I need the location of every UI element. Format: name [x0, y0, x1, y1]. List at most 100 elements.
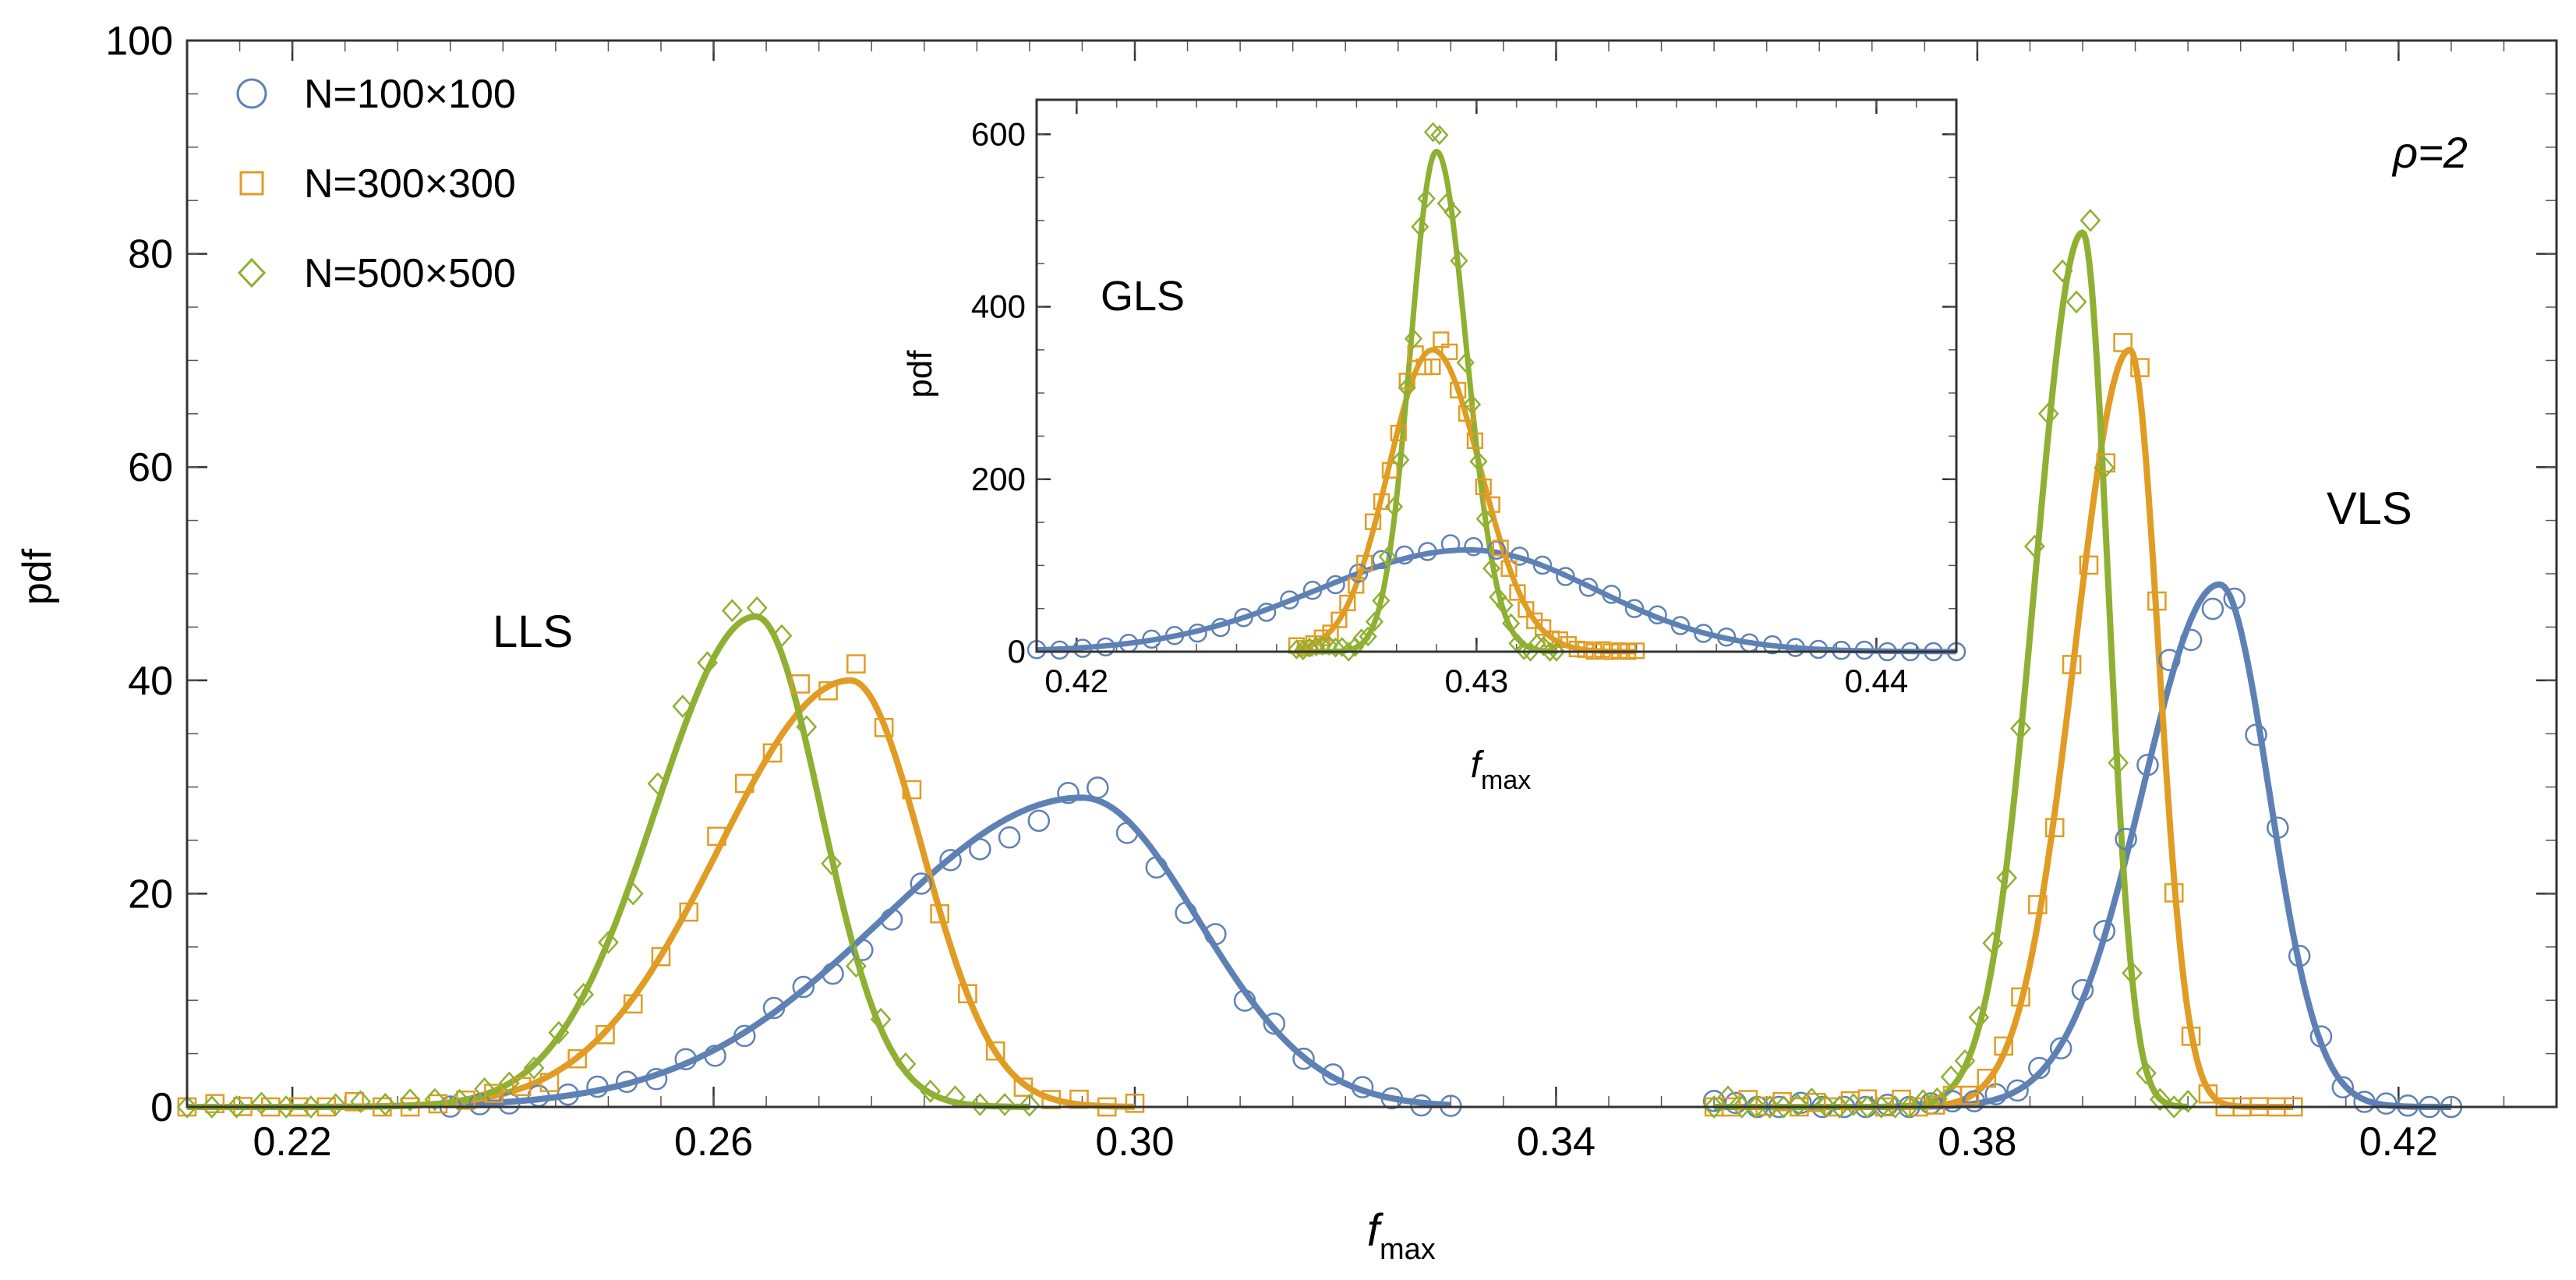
- data-point: [722, 599, 743, 623]
- inset-data-point: [1532, 555, 1553, 575]
- inset-data-point: [1359, 626, 1377, 647]
- inset-x-axis-label-sub: max: [1481, 766, 1531, 795]
- data-point: [1745, 1095, 1767, 1119]
- data-point: [2136, 754, 2159, 776]
- data-point: [2201, 597, 2224, 621]
- inset-data-point: [1648, 605, 1667, 625]
- data-point: [2051, 259, 2073, 283]
- data-point: [1857, 1095, 1878, 1119]
- inset-data-point: [1475, 478, 1492, 496]
- inset-data-point: [1352, 628, 1371, 649]
- data-point: [1843, 1093, 1864, 1116]
- inset-data-point: [1415, 359, 1433, 376]
- data-point: [874, 717, 894, 737]
- data-point: [2108, 751, 2129, 775]
- data-point: [880, 908, 903, 931]
- inset-data-point: [1492, 539, 1509, 557]
- data-point: [1041, 1090, 1062, 1109]
- data-point: [2353, 1091, 2376, 1113]
- data-point: [647, 772, 669, 796]
- inset-data-point: [1142, 629, 1161, 649]
- data-point: [2198, 1084, 2218, 1104]
- data-point: [1380, 1087, 1404, 1110]
- inset-data-point: [1050, 640, 1069, 660]
- data-point: [1410, 1094, 1433, 1117]
- data-point: [958, 984, 977, 1004]
- data-point: [374, 1092, 396, 1116]
- inset-background: [1037, 100, 1956, 652]
- data-point: [822, 962, 844, 985]
- data-point: [2093, 920, 2116, 942]
- inset-data-point: [1356, 554, 1373, 572]
- data-point: [969, 838, 991, 861]
- inset-data-point: [1404, 328, 1423, 349]
- inset-data-point: [1256, 603, 1277, 622]
- inset-data-point: [1694, 624, 1713, 643]
- data-point: [733, 1024, 756, 1048]
- data-point: [2071, 978, 2094, 1002]
- data-point: [2158, 649, 2181, 671]
- inset-data-point: [1483, 496, 1500, 513]
- rho-annotation: ρ=2: [2391, 128, 2468, 177]
- data-point: [586, 1075, 609, 1098]
- inset-data-point: [1381, 461, 1399, 479]
- inset-data-point: [1364, 513, 1382, 530]
- data-point: [573, 982, 595, 1006]
- data-point: [1145, 856, 1168, 879]
- data-point: [845, 954, 867, 978]
- inset-y-tick-label: 0: [1008, 633, 1026, 670]
- data-point: [818, 681, 838, 701]
- data-point: [523, 1056, 545, 1080]
- gls-label: GLS: [1101, 273, 1185, 320]
- data-point: [2130, 358, 2150, 377]
- data-point: [674, 1048, 698, 1070]
- data-point: [1940, 1065, 1962, 1089]
- inset-data-point: [1424, 358, 1441, 376]
- y-tick-label: 80: [128, 232, 173, 278]
- data-point: [870, 1007, 892, 1031]
- data-point: [1019, 1093, 1041, 1117]
- data-point: [598, 931, 619, 954]
- data-point: [1351, 1076, 1374, 1098]
- data-point: [399, 1088, 421, 1112]
- data-point: [300, 1095, 322, 1119]
- main-plot-frame: [186, 39, 2558, 1109]
- inset-data-point: [1450, 250, 1468, 271]
- data-point: [790, 674, 811, 694]
- data-point: [1963, 1090, 1986, 1112]
- inset-data-point: [1594, 641, 1611, 658]
- data-point: [2096, 453, 2116, 473]
- data-point: [920, 1079, 942, 1103]
- data-point: [846, 654, 866, 674]
- inset-x-tick-label: 0.44: [1845, 663, 1909, 699]
- data-point: [792, 975, 815, 999]
- data-point: [672, 695, 694, 719]
- inset-data-point: [1440, 534, 1461, 553]
- data-point: [1982, 932, 2004, 955]
- data-point: [2288, 945, 2311, 967]
- inset-data-point: [1518, 601, 1535, 618]
- data-point: [176, 1095, 198, 1119]
- inset-data-point: [1188, 623, 1207, 643]
- y-tick-label: 20: [128, 872, 173, 917]
- inset-data-point: [1456, 352, 1475, 373]
- inset-data-point: [1578, 578, 1599, 597]
- data-point: [2028, 1056, 2051, 1080]
- data-point: [622, 882, 644, 906]
- inset-data-point: [1339, 642, 1358, 662]
- data-point: [851, 939, 874, 961]
- inset-data-point: [1313, 635, 1332, 656]
- data-point: [548, 1020, 570, 1045]
- y-tick-label: 100: [105, 19, 173, 64]
- y-axis-label: pdf: [15, 548, 60, 605]
- x-tick-label: 0.22: [253, 1119, 332, 1165]
- data-point: [275, 1095, 297, 1119]
- inset-data-point: [1514, 640, 1533, 660]
- data-point: [1800, 1087, 1822, 1111]
- data-point: [651, 946, 671, 967]
- data-point: [2079, 555, 2099, 575]
- data-point: [2149, 1087, 2171, 1112]
- data-point: [1954, 1048, 1976, 1073]
- inset-data-point: [1373, 493, 1390, 510]
- inset-data-point: [1443, 202, 1462, 222]
